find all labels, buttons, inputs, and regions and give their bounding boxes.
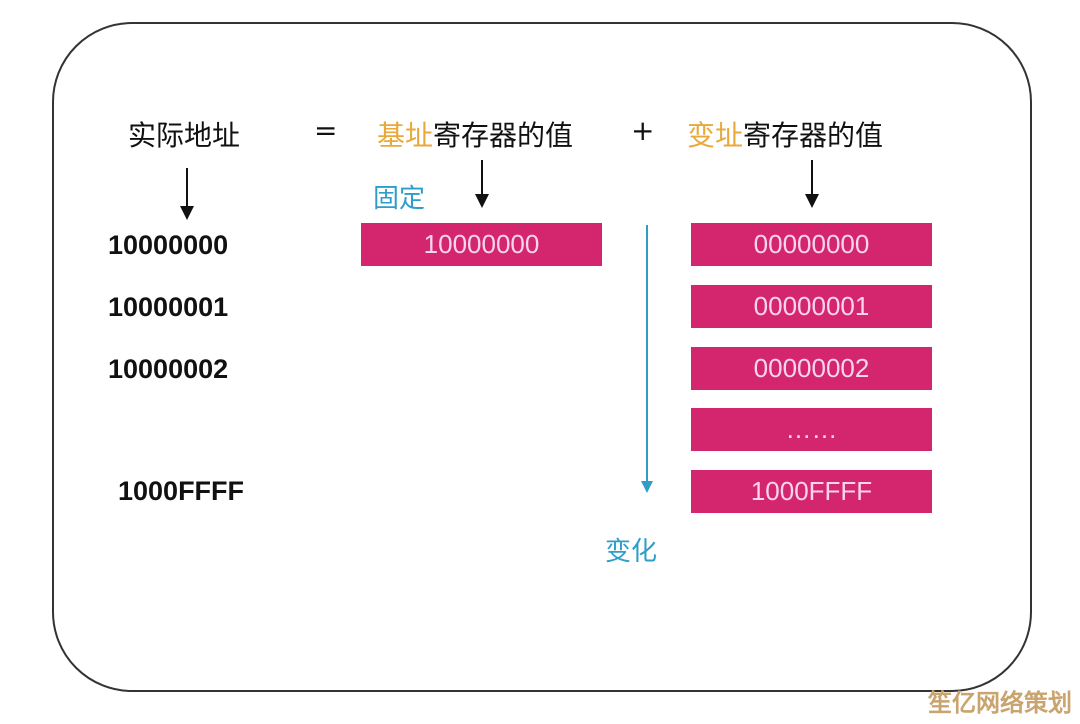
base-rest: 寄存器的值 bbox=[433, 119, 574, 152]
index-value-box: 00000001 bbox=[691, 285, 932, 328]
equals-sign: = bbox=[314, 114, 338, 147]
index-rest: 寄存器的值 bbox=[743, 119, 884, 152]
index-value-box: 00000002 bbox=[691, 347, 932, 390]
base-register-label: 基址寄存器的值 bbox=[377, 114, 573, 154]
watermark-logo: 笙亿网络策划 bbox=[928, 689, 1072, 717]
index-value-box: 00000000 bbox=[691, 223, 932, 266]
index-register-label: 变址寄存器的值 bbox=[687, 114, 883, 154]
address-2: 10000002 bbox=[108, 354, 229, 384]
changing-label: 变化 bbox=[605, 537, 658, 567]
actual-address-label: 实际地址 bbox=[128, 119, 241, 152]
address-1: 10000001 bbox=[108, 292, 229, 322]
change-arrow-icon bbox=[641, 225, 653, 493]
index-value-box: 1000FFFF bbox=[691, 470, 932, 513]
base-highlight: 基址 bbox=[377, 119, 434, 152]
down-arrow-icon bbox=[180, 168, 194, 220]
index-highlight: 变址 bbox=[687, 119, 744, 152]
plus-sign: + bbox=[631, 114, 655, 147]
index-value-box: …… bbox=[691, 408, 932, 451]
down-arrow-icon bbox=[475, 160, 489, 208]
base-value-box: 10000000 bbox=[361, 223, 602, 266]
fixed-label: 固定 bbox=[373, 184, 426, 214]
address-last: 1000FFFF bbox=[118, 476, 245, 506]
down-arrow-icon bbox=[805, 160, 819, 208]
address-0: 10000000 bbox=[108, 230, 229, 260]
diagram-frame bbox=[52, 22, 1032, 692]
